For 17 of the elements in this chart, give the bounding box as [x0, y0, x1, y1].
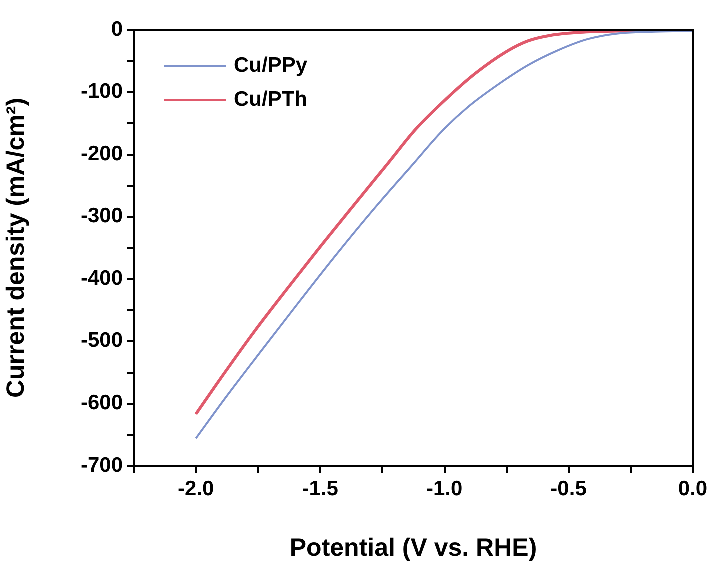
- y-tick-label: -200: [80, 142, 123, 166]
- x-axis-title: Potential (V vs. RHE): [290, 534, 538, 562]
- y-tick-label: -300: [80, 204, 123, 228]
- legend-label: Cu/PTh: [234, 88, 308, 111]
- x-tick-label: -2.0: [178, 477, 214, 500]
- y-tick-label: -600: [80, 392, 123, 415]
- legend-label: Cu/PPy: [234, 54, 308, 77]
- x-tick-label: -0.5: [550, 477, 588, 500]
- y-tick-label: -700: [80, 454, 123, 477]
- y-axis-title: Current density (mA/cm²): [2, 98, 30, 398]
- x-tick-label: 0.0: [678, 477, 708, 500]
- x-tick-label: -1.0: [426, 477, 463, 500]
- y-tick-label: -100: [80, 80, 123, 104]
- y-tick-label: 0: [111, 18, 123, 41]
- y-tick-label: -400: [80, 266, 123, 290]
- x-tick-label: -1.5: [302, 477, 339, 500]
- y-tick-label: -500: [80, 329, 123, 352]
